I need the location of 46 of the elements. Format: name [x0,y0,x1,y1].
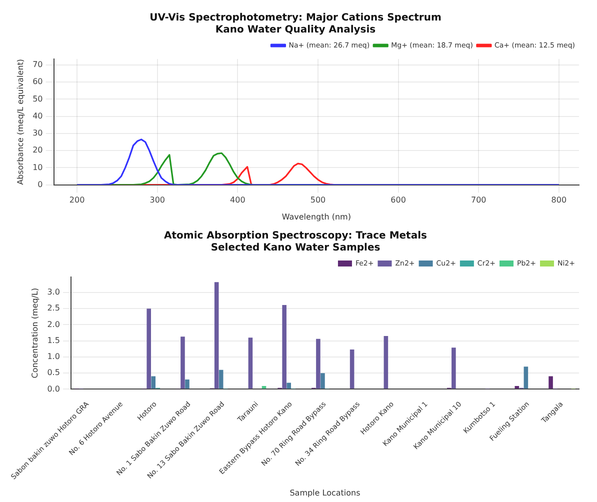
bar [146,308,151,389]
chart-subtitle: Kano Water Quality Analysis [215,24,376,36]
x-tick-label: 200 [69,196,85,205]
bar [524,366,528,389]
y-tick-label: 70 [32,60,43,70]
y-tick-label: 0 [38,180,43,189]
y-tick-label: 3.0 [47,288,60,297]
y-tick-label: 40 [32,111,43,120]
y-tick-label: 60 [32,77,43,86]
bar [350,350,354,389]
y-axis-title: Absorbance (meq/L equivalent) [16,58,25,185]
bar [320,373,325,389]
chart-title: Atomic Absorption Spectroscopy: Trace Metals [164,230,428,242]
y-tick-label: 1.0 [47,352,60,362]
y-tick-label: 30 [32,128,43,138]
y-tick-label: 2.0 [47,320,60,329]
x-tick-label: 700 [470,196,486,205]
bar [548,376,553,389]
x-axis-title: Sample Locations [290,488,360,498]
bar [218,370,224,389]
x-tick-label: 600 [390,196,406,205]
bar [248,338,253,389]
x-tick-label: 300 [150,196,166,205]
y-tick-label: 2.5 [47,304,60,313]
y-tick-label: 0.0 [47,384,60,394]
y-tick-label: 20 [32,146,43,155]
x-tick-label: 800 [551,196,567,205]
y-tick-label: 1.5 [47,336,60,345]
x-axis-title: Wavelength (nm) [282,212,351,222]
x-tick-label: 400 [230,196,246,205]
bar [282,305,286,389]
y-axis-title: Concentration (meq/L) [30,288,40,378]
bar [452,348,456,389]
bar [214,282,219,389]
bar [180,336,185,389]
y-tick-label: 0.5 [47,368,60,378]
bar [316,338,320,389]
x-tick-label: 500 [310,196,326,205]
y-tick-label: 50 [32,94,43,104]
bar [185,380,190,389]
bar [384,336,388,389]
bar [151,376,156,389]
chart-subtitle: Selected Kano Water Samples [210,242,380,254]
y-tick-label: 10 [32,162,43,172]
bar [286,382,291,389]
chart-title: UV-Vis Spectrophotometry: Major Cations Spectrum [150,12,442,24]
